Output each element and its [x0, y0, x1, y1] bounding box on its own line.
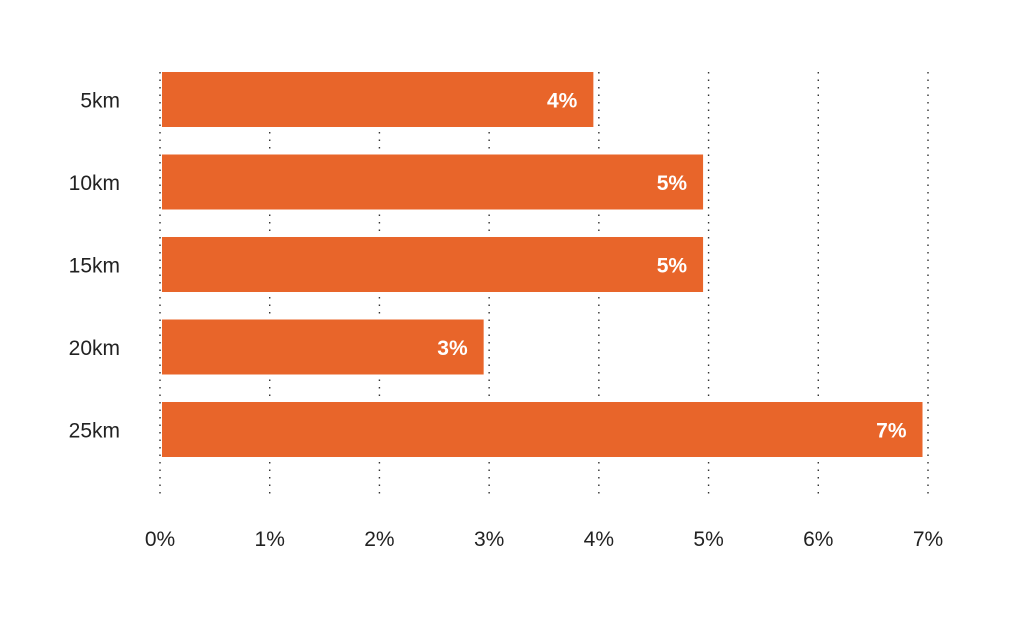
category-label: 10km [69, 172, 120, 195]
category-label: 5km [80, 90, 120, 113]
x-tick-labels: 0% 1% 2% 3% 4% 5% 6% 7% [145, 528, 943, 551]
bar [162, 154, 704, 210]
bar [162, 402, 923, 457]
bar-data-label: 5% [657, 255, 688, 278]
x-tick-label: 4% [584, 528, 614, 551]
category-labels: 5km 10km 15km 20km 25km [69, 90, 120, 443]
x-tick-label: 3% [474, 528, 504, 551]
category-label: 20km [69, 337, 120, 360]
bar-data-label: 4% [547, 90, 578, 113]
bar [162, 319, 484, 375]
bars: 4% 5% 5% 3% 7% [162, 72, 923, 457]
x-tick-label: 7% [913, 528, 943, 551]
category-label: 15km [69, 255, 120, 278]
bar-data-label: 3% [437, 337, 468, 360]
x-tick-label: 0% [145, 528, 175, 551]
x-tick-label: 5% [693, 528, 723, 551]
bar-data-label: 5% [657, 172, 688, 195]
x-tick-label: 1% [255, 528, 285, 551]
category-label: 25km [69, 420, 120, 443]
x-tick-label: 6% [803, 528, 833, 551]
bar [162, 237, 704, 292]
bar [162, 72, 594, 127]
x-tick-label: 2% [364, 528, 394, 551]
bar-data-label: 7% [876, 420, 907, 443]
